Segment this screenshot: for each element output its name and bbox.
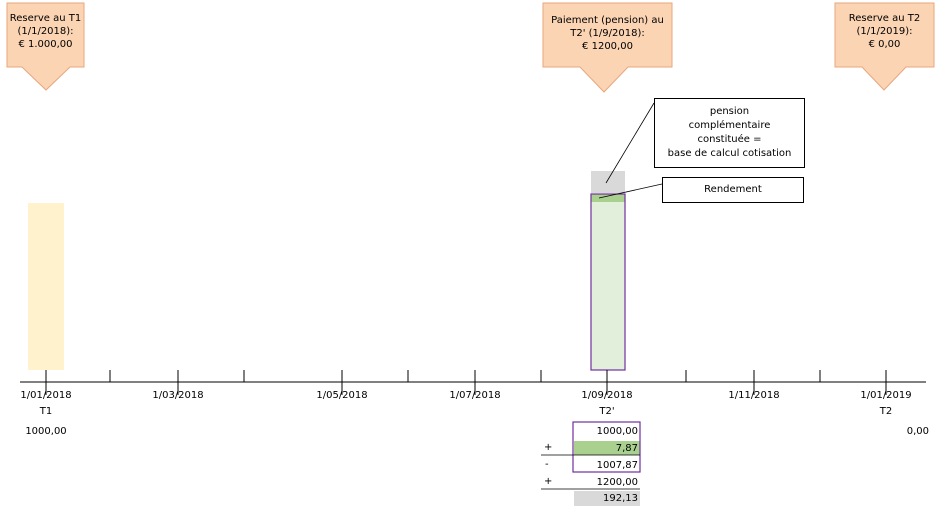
t2prime-reserve-segment (591, 202, 625, 370)
callout-t2p-line1: Paiement (pension) au (551, 15, 664, 26)
callout-text-t2: Reserve au T2 (1/1/2019): € 0,00 (835, 12, 934, 51)
calc-row4: 1200,00 (596, 477, 638, 488)
callout-t2-line3: € 0,00 (868, 39, 901, 50)
date-label-5: 1/09/2018 (581, 390, 633, 401)
pension-leader-line (605, 102, 655, 184)
calc-purple-box (572, 421, 641, 473)
callout-t2p-line2: T2' (1/9/2018): (570, 28, 645, 39)
callout-t1-line3: € 1.000,00 (18, 39, 73, 50)
rendement-box: Rendement (662, 177, 804, 203)
calc-row1: 1000,00 (596, 426, 638, 437)
calc-op-plus-2: + (544, 476, 553, 487)
t1-reserve-bar (28, 203, 64, 370)
date-label-3: 1/05/2018 (316, 390, 368, 401)
callout-arrow-t2 (834, 2, 935, 91)
date-label-1: 1/01/2018 (20, 390, 72, 401)
calc-op-plus-1: + (544, 442, 553, 453)
pension-box: pension complémentaire constituée = base… (654, 98, 805, 168)
date-label-4: 1/07/2018 (449, 390, 501, 401)
callout-text-t1: Reserve au T1 (1/1/2018): € 1.000,00 (7, 12, 84, 51)
rendement-leader-line (598, 183, 663, 199)
pension-box-line3: constituée = (697, 134, 762, 145)
pension-box-line1: pension (709, 106, 750, 117)
calc-row5: 192,13 (603, 493, 638, 504)
t2-label: T2 (879, 406, 893, 417)
t2prime-rendement-segment (591, 194, 625, 202)
date-label-2: 1/03/2018 (152, 390, 204, 401)
callout-t1-line1: Reserve au T1 (9, 13, 82, 24)
callout-t2-line2: (1/1/2019): (856, 26, 913, 37)
t2prime-label: T2' (599, 406, 615, 417)
callout-t1-line2: (1/1/2018): (17, 26, 74, 37)
calc-op-minus: - (545, 459, 549, 470)
date-label-6: 1/11/2018 (728, 390, 780, 401)
calc-row2-fill (574, 441, 640, 455)
callout-t2-line1: Reserve au T2 (848, 13, 921, 24)
rendement-box-label: Rendement (704, 184, 762, 195)
date-label-7: 1/01/2019 (860, 390, 912, 401)
callout-t2p-line3: € 1200,00 (582, 41, 633, 52)
t1-value: 1000,00 (25, 426, 67, 437)
calc-row5-fill (574, 491, 640, 506)
callout-arrow-t2prime (542, 2, 673, 93)
callout-arrow-t1 (6, 2, 85, 91)
calc-row3: 1007,87 (596, 460, 638, 471)
t2prime-purple-outline (590, 193, 626, 371)
t2-value: 0,00 (906, 426, 929, 437)
calc-row2: 7,87 (615, 443, 638, 454)
callout-text-t2prime: Paiement (pension) au T2' (1/9/2018): € … (543, 14, 672, 53)
t2prime-pension-segment (591, 171, 625, 193)
timeline-ticks (45, 370, 887, 395)
pension-box-line4: base de calcul cotisation (667, 148, 792, 159)
pension-box-line2: complémentaire (688, 120, 771, 131)
t1-label: T1 (39, 406, 53, 417)
